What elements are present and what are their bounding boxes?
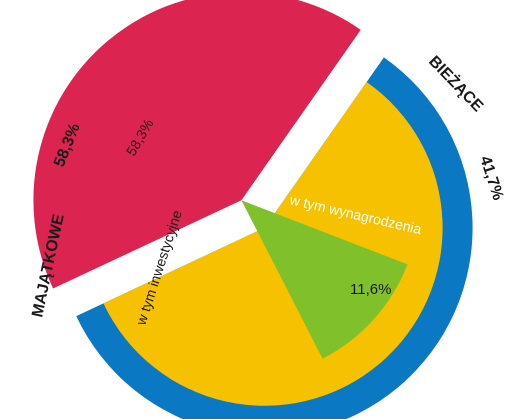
pie-sub-slice-1	[241, 200, 408, 359]
pie-slice-1	[33, 0, 361, 289]
biezace-label: BIEŻĄCE	[425, 52, 487, 115]
wynagrodzenia-value: 11,6%	[350, 281, 391, 298]
biezace-value: 41,7%	[476, 154, 506, 202]
